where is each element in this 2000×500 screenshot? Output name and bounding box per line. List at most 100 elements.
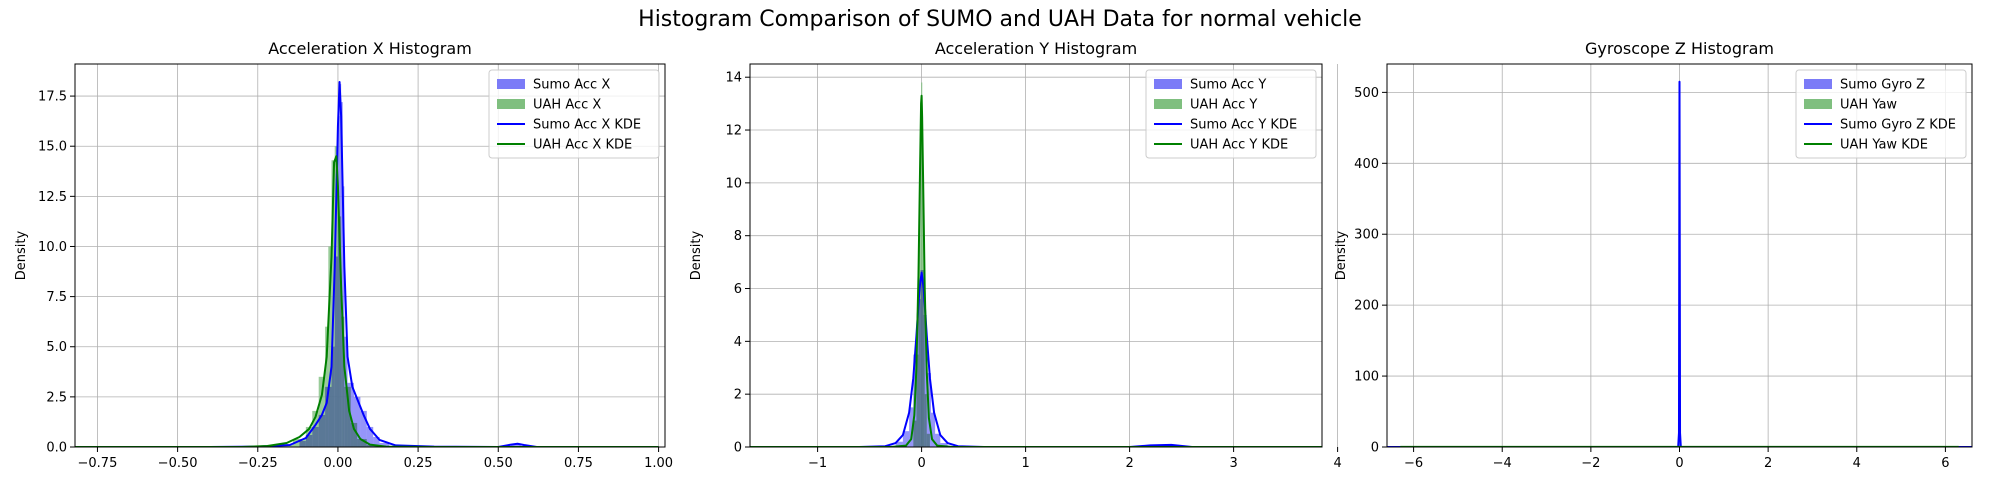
hist-bar-1-2 <box>902 431 910 447</box>
hist-bar-1-19 <box>511 443 521 447</box>
legend-swatch-2 <box>1154 99 1182 109</box>
legend-swatch-2 <box>1804 99 1832 109</box>
plot-area <box>750 82 1322 447</box>
hist-bar-2-12 <box>344 386 351 447</box>
legend: Sumo Acc Y UAH Acc Y Sumo Acc Y KDE UAH Acc… <box>1145 69 1317 159</box>
x-tick-label-1: −4 <box>1493 456 1512 471</box>
y-tick-label-7: 14 <box>725 71 742 86</box>
y-tick-label-5: 12.5 <box>38 190 67 205</box>
legend-swatch-1 <box>1154 79 1182 89</box>
x-tick-label-1: −0.50 <box>158 456 198 471</box>
hist-bar-1-7 <box>923 314 927 447</box>
y-tick-label-6: 12 <box>725 124 742 139</box>
y-tick-label-1: 100 <box>1354 370 1379 385</box>
series-3 <box>1387 80 1972 447</box>
kde-line-3 <box>75 81 659 447</box>
legend-entry-1: Sumo Gyro Z <box>1840 78 1925 93</box>
legend-entry-2: UAH Yaw <box>1840 98 1897 113</box>
hist-bar-1-9 <box>930 412 936 447</box>
y-tick-label-2: 5.0 <box>46 340 67 355</box>
y-tick-label-4: 400 <box>1354 157 1379 172</box>
hist-bar-1-11 <box>940 443 948 447</box>
x-tick-label-5: 4 <box>1333 456 1341 471</box>
x-tick-label-5: 4 <box>1853 456 1861 471</box>
hist-bar-1-15 <box>360 410 367 447</box>
subplot-title: Gyroscope Z Histogram <box>1585 39 1774 58</box>
hist-bar-2-2 <box>293 438 306 447</box>
x-tick-label-3: 2 <box>1125 456 1133 471</box>
legend-frame <box>1795 69 1967 159</box>
x-tick-label-4: 3 <box>1229 456 1237 471</box>
y-tick-label-3: 7.5 <box>46 290 67 305</box>
legend-swatch-1 <box>1804 79 1832 89</box>
legend-entry-2: UAH Acc Y <box>1190 98 1257 113</box>
hist-bar-2-7 <box>328 246 332 447</box>
y-tick-label-3: 6 <box>734 282 742 297</box>
plot-area <box>75 81 659 447</box>
y-tick-label-4: 10.0 <box>38 240 67 255</box>
hist-bar-1-14 <box>353 396 361 447</box>
x-tick-label-0: −0.75 <box>78 456 118 471</box>
kde-line-4 <box>750 94 1322 447</box>
legend-entry-3: Sumo Acc X KDE <box>533 118 641 133</box>
y-tick-label-0: 0.0 <box>46 441 67 456</box>
legend-swatch-1 <box>497 79 525 89</box>
subplot-3: −6 −4 −2 0 2 4 6 0 100 200 300 400 500 Gyroscope Z Hi… <box>1334 39 1973 471</box>
y-tick-label-5: 10 <box>725 176 742 191</box>
x-tick-label-5: 0.50 <box>484 456 513 471</box>
hist-bar-2-3 <box>918 235 921 447</box>
legend-swatch-2 <box>497 99 525 109</box>
y-tick-label-0: 0 <box>734 441 742 456</box>
y-tick-label-4: 8 <box>734 229 742 244</box>
hist-bar-2-1 <box>913 420 917 447</box>
hist-bar-2-3 <box>305 426 313 447</box>
y-tick-label-3: 300 <box>1354 228 1379 243</box>
y-axis-label: Density <box>689 230 704 280</box>
legend-entry-4: UAH Acc Y KDE <box>1190 138 1288 153</box>
x-tick-label-2: −0.25 <box>238 456 278 471</box>
hist-bar-2-4 <box>312 410 319 447</box>
subplot-title: Acceleration Y Histogram <box>935 39 1137 58</box>
x-tick-label-7: 1.00 <box>644 456 673 471</box>
y-tick-label-5: 500 <box>1354 86 1379 101</box>
hist-bar-1-1 <box>895 441 903 447</box>
hist-bar-1-3 <box>909 407 914 447</box>
hist-bar-1-17 <box>373 436 380 447</box>
x-tick-label-6: 0.75 <box>564 456 593 471</box>
subplot-1: −0.75 −0.50 −0.25 0.00 0.25 0.50 0.75 1.00 0.0 2.… <box>14 39 673 471</box>
kde-line-3 <box>1387 80 1972 447</box>
series-4 <box>75 155 659 447</box>
axes-frame <box>74 63 666 448</box>
x-tick-label-2: 1 <box>1021 456 1029 471</box>
x-tick-label-3: 0.00 <box>323 456 352 471</box>
hist-bar-2-5 <box>318 376 326 447</box>
kde-line-4 <box>75 155 659 447</box>
y-axis-label: Density <box>14 230 29 280</box>
series-4 <box>750 94 1322 447</box>
legend-frame <box>1145 69 1317 159</box>
hist-bar-2-11 <box>341 316 345 447</box>
hist-bar-2-9 <box>334 146 338 447</box>
x-tick-label-4: 2 <box>1764 456 1772 471</box>
axes-frame <box>749 63 1323 448</box>
y-tick-label-6: 15.0 <box>38 140 67 155</box>
hist-bar-2-5 <box>921 82 923 447</box>
y-tick-label-7: 17.5 <box>38 90 67 105</box>
y-tick-label-1: 2 <box>734 388 742 403</box>
series-3 <box>75 81 659 447</box>
hist-bar-1-10 <box>935 433 941 447</box>
legend-entry-1: Sumo Acc X <box>533 78 610 93</box>
y-tick-label-2: 4 <box>734 335 742 350</box>
legend-entry-3: Sumo Acc Y KDE <box>1190 118 1297 133</box>
y-axis-label: Density <box>1334 230 1349 280</box>
x-tick-label-0: −6 <box>1404 456 1423 471</box>
subplots: −0.75 −0.50 −0.25 0.00 0.25 0.50 0.75 1.00 0.0 2.… <box>14 39 1973 471</box>
hist-bar-2-9 <box>926 433 930 447</box>
hist-bar-2-2 <box>916 354 919 447</box>
hist-bar-2-13 <box>350 422 358 447</box>
x-tick-label-4: 0.25 <box>404 456 433 471</box>
legend-entry-4: UAH Acc X KDE <box>533 138 632 153</box>
x-tick-label-2: −2 <box>1581 456 1600 471</box>
legend-frame <box>488 69 660 159</box>
